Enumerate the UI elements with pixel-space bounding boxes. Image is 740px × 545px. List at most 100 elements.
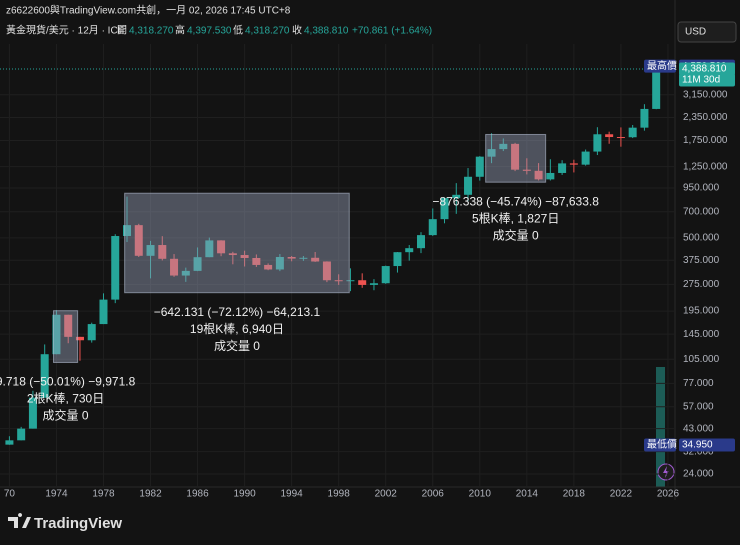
candle-body	[381, 266, 390, 284]
measure-box	[53, 310, 79, 363]
candle-body	[264, 264, 273, 270]
high-label: 高	[175, 24, 185, 37]
y-tick-label: 2,350.000	[683, 112, 728, 123]
candle-body	[628, 127, 637, 138]
candle-body	[440, 198, 449, 220]
candle-body	[487, 149, 496, 157]
x-tick-label: 2010	[469, 489, 492, 500]
candle-body	[652, 70, 661, 109]
close-value: 4,388.810	[304, 26, 349, 37]
currency: USD	[685, 27, 706, 38]
candle-body	[252, 257, 261, 265]
y-tick-label: 145.000	[683, 329, 720, 340]
logo: TradingView	[8, 513, 122, 532]
plot-area	[0, 44, 675, 487]
x-tick-label: 1982	[139, 489, 162, 500]
candle-body	[546, 172, 555, 180]
countdown: 11M 30d	[682, 75, 720, 86]
open-value: 4,318.270	[129, 26, 174, 37]
currency-box[interactable]	[677, 21, 737, 43]
y-tick-label: 950.000	[683, 183, 720, 194]
candle-body	[240, 255, 249, 258]
measure-label: 成交量 0	[214, 338, 260, 353]
candle-body	[17, 428, 26, 441]
measure-label: 5根K棒, 1,827日	[472, 211, 559, 225]
candle-body	[569, 163, 578, 165]
candle-body	[5, 440, 14, 445]
y-tick-label: 32.000	[683, 446, 714, 457]
last-price: 4,388.810	[682, 64, 727, 75]
x-tick-label: 1994	[281, 489, 304, 500]
x-tick-label: 2006	[422, 489, 445, 500]
measure-box	[485, 133, 547, 183]
candle-body	[369, 283, 378, 285]
measure-label: −642.131 (−72.12%) −64,213.1	[154, 305, 321, 319]
candle-body	[158, 245, 167, 259]
candle-body	[28, 397, 37, 429]
candle-body	[428, 219, 437, 236]
candle-body	[170, 258, 179, 276]
candle-body	[311, 257, 320, 262]
y-tick-label: 3,150.000	[683, 89, 728, 100]
candle-body	[593, 134, 602, 152]
candle-body	[534, 170, 543, 180]
x-tick-label: 1986	[186, 489, 209, 500]
y-tick-label: 43.000	[683, 423, 714, 434]
measure-label: 成交量 0	[43, 408, 89, 423]
low-tag: 最低價	[647, 438, 677, 451]
volume-bar	[656, 367, 665, 487]
measure-label: 9.718 (−50.01%) −9,971.8	[0, 375, 136, 389]
y-tick-label: 1,750.000	[683, 135, 728, 146]
legend-row: 黃金現貨/美元 · 12月 · ICE 開 4,318.270 高 4,397.…	[6, 24, 432, 37]
y-tick-label: 275.000	[683, 279, 720, 290]
y-tick-label: 375.000	[683, 255, 720, 266]
y-tick-label: 500.000	[683, 233, 720, 244]
x-tick-label: 1990	[233, 489, 256, 500]
last-price-bg	[679, 62, 735, 76]
candle-body	[605, 134, 614, 138]
x-tick-label: 1998	[328, 489, 351, 500]
candle-body	[123, 225, 132, 237]
credit: z6622600與TradingView.com共創，一月 02, 2026 1…	[6, 4, 291, 17]
candle-body	[558, 163, 567, 173]
candle-body	[322, 261, 331, 281]
candle-body	[87, 324, 96, 341]
replay-icon-glyph	[663, 466, 669, 478]
close-label: 收	[292, 24, 302, 37]
brand: TradingView	[34, 515, 122, 532]
candle-body	[40, 354, 49, 398]
candle-body	[452, 194, 461, 199]
x-tick-label: 70	[4, 489, 16, 500]
x-tick-label: 2014	[516, 489, 539, 500]
measure-label: 2根K棒, 730日	[27, 392, 104, 406]
measure-label: 19根K棒, 6,940日	[190, 322, 284, 336]
candle-body	[75, 336, 84, 341]
candle-body	[205, 240, 214, 258]
candle-body	[64, 314, 73, 337]
measure-box	[124, 192, 350, 294]
y-tick-label: 1,250.000	[683, 161, 728, 172]
x-tick-label: 2002	[375, 489, 398, 500]
candle-body	[134, 225, 143, 256]
candle-body	[99, 299, 108, 325]
y-tick-label: 24.000	[683, 469, 714, 480]
candle-body	[499, 143, 508, 150]
candle-body	[228, 253, 237, 256]
candle-body	[522, 169, 531, 171]
candle-body	[511, 143, 520, 170]
candle-body	[146, 245, 155, 256]
candle-body	[358, 280, 367, 285]
candle-body	[275, 256, 284, 270]
measure-label: −876.338 (−45.74%) −87,633.8	[432, 194, 599, 208]
open-label: 開	[117, 25, 127, 37]
candle-body	[299, 257, 308, 259]
x-tick-label: 2026	[657, 489, 680, 500]
candle-body	[287, 256, 296, 259]
candle-body	[581, 151, 590, 165]
x-tick-label: 1978	[92, 489, 115, 500]
high-tag: 最高價	[647, 59, 677, 72]
x-tick-label: 1974	[45, 489, 68, 500]
change: +70.861 (+1.64%)	[352, 26, 432, 37]
